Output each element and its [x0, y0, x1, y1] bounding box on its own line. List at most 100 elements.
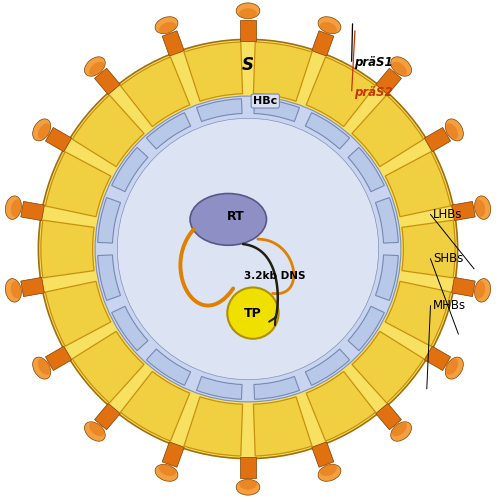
- Ellipse shape: [33, 357, 51, 379]
- Wedge shape: [112, 147, 148, 192]
- Polygon shape: [240, 19, 256, 41]
- Polygon shape: [95, 68, 120, 95]
- Wedge shape: [348, 306, 384, 351]
- Ellipse shape: [11, 281, 22, 299]
- Ellipse shape: [190, 194, 266, 246]
- Wedge shape: [254, 376, 300, 399]
- Ellipse shape: [320, 464, 337, 476]
- Ellipse shape: [38, 123, 51, 139]
- Text: HBc: HBc: [253, 96, 277, 106]
- Text: RT: RT: [227, 211, 245, 224]
- Ellipse shape: [391, 62, 407, 76]
- Wedge shape: [254, 99, 300, 122]
- Wedge shape: [196, 376, 242, 399]
- Wedge shape: [196, 99, 242, 122]
- Wedge shape: [184, 42, 243, 101]
- Ellipse shape: [474, 281, 485, 299]
- Ellipse shape: [159, 464, 176, 476]
- Wedge shape: [98, 198, 121, 243]
- Wedge shape: [253, 397, 312, 456]
- Wedge shape: [306, 349, 350, 385]
- Wedge shape: [352, 95, 424, 167]
- Circle shape: [95, 96, 401, 402]
- Wedge shape: [402, 220, 455, 278]
- Ellipse shape: [84, 422, 105, 441]
- Ellipse shape: [474, 199, 485, 217]
- Wedge shape: [253, 42, 312, 101]
- Circle shape: [117, 119, 379, 379]
- Ellipse shape: [445, 119, 463, 141]
- Ellipse shape: [445, 359, 458, 375]
- Ellipse shape: [318, 17, 341, 33]
- Polygon shape: [162, 31, 184, 56]
- Ellipse shape: [445, 357, 463, 379]
- Wedge shape: [306, 57, 375, 126]
- Polygon shape: [376, 403, 401, 430]
- Polygon shape: [376, 68, 401, 95]
- Ellipse shape: [155, 465, 178, 481]
- Ellipse shape: [159, 22, 176, 34]
- Polygon shape: [451, 201, 475, 221]
- Ellipse shape: [391, 57, 412, 76]
- Text: präS1: präS1: [354, 56, 393, 69]
- Ellipse shape: [391, 422, 412, 441]
- Wedge shape: [72, 331, 144, 403]
- Ellipse shape: [391, 422, 407, 436]
- Wedge shape: [121, 372, 190, 441]
- Wedge shape: [146, 349, 190, 385]
- Ellipse shape: [318, 465, 341, 481]
- Ellipse shape: [89, 62, 105, 76]
- Ellipse shape: [89, 422, 105, 436]
- Wedge shape: [121, 57, 190, 126]
- Wedge shape: [306, 372, 375, 441]
- Ellipse shape: [236, 480, 260, 495]
- Wedge shape: [41, 220, 94, 278]
- Polygon shape: [240, 457, 256, 479]
- Wedge shape: [348, 147, 384, 192]
- Ellipse shape: [84, 57, 105, 76]
- Ellipse shape: [475, 278, 491, 302]
- Wedge shape: [112, 306, 148, 351]
- Ellipse shape: [236, 3, 260, 18]
- Text: SHBs: SHBs: [433, 252, 463, 265]
- Ellipse shape: [33, 119, 51, 141]
- Wedge shape: [72, 95, 144, 167]
- Ellipse shape: [5, 278, 21, 302]
- Polygon shape: [312, 31, 334, 56]
- Wedge shape: [375, 198, 398, 243]
- Wedge shape: [385, 152, 451, 217]
- Text: LHBs: LHBs: [433, 208, 462, 221]
- Text: TP: TP: [244, 307, 262, 320]
- Ellipse shape: [155, 17, 178, 33]
- Wedge shape: [45, 281, 111, 346]
- Wedge shape: [306, 113, 350, 149]
- Polygon shape: [21, 277, 45, 297]
- Wedge shape: [184, 397, 243, 456]
- Ellipse shape: [5, 196, 21, 220]
- Circle shape: [227, 287, 279, 339]
- Wedge shape: [385, 281, 451, 346]
- Polygon shape: [46, 346, 72, 371]
- Circle shape: [38, 39, 458, 459]
- Wedge shape: [98, 255, 121, 300]
- Ellipse shape: [320, 22, 337, 34]
- Text: MHBs: MHBs: [433, 299, 466, 312]
- Text: S: S: [242, 56, 254, 74]
- Polygon shape: [312, 442, 334, 467]
- Ellipse shape: [38, 359, 51, 375]
- Ellipse shape: [475, 196, 491, 220]
- Ellipse shape: [239, 8, 257, 19]
- Polygon shape: [424, 346, 450, 371]
- Ellipse shape: [11, 199, 22, 217]
- Text: präS2: präS2: [354, 86, 393, 99]
- Polygon shape: [424, 127, 450, 152]
- Text: 3.2kb DNS: 3.2kb DNS: [245, 271, 306, 281]
- Polygon shape: [162, 442, 184, 467]
- Polygon shape: [21, 201, 45, 221]
- Ellipse shape: [239, 479, 257, 490]
- Wedge shape: [45, 152, 111, 217]
- Wedge shape: [375, 255, 398, 300]
- Wedge shape: [146, 113, 190, 149]
- Ellipse shape: [445, 123, 458, 139]
- Polygon shape: [95, 403, 120, 430]
